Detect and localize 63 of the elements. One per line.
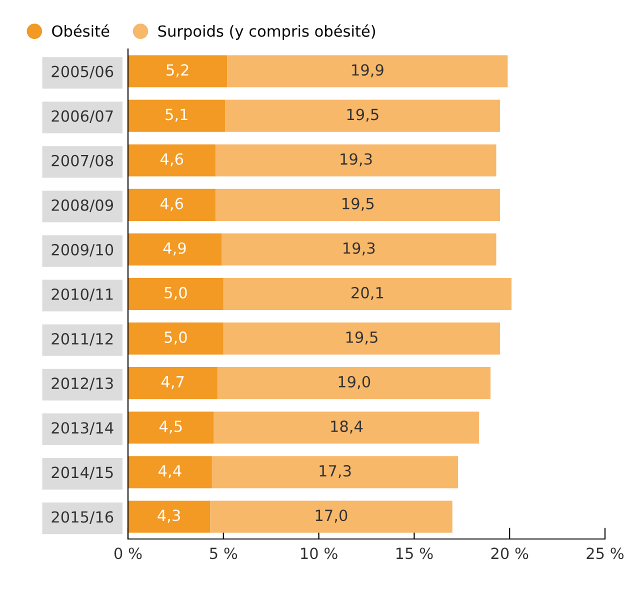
x-tick-label: 20 % [491, 548, 528, 560]
y-tick-label: 2012/13 [52, 378, 113, 390]
bar [223, 278, 512, 310]
y-tick-label: 2009/10 [52, 244, 114, 257]
bar [210, 500, 452, 533]
bar [128, 367, 218, 400]
bar [214, 412, 480, 444]
data-label: 4,5 [160, 420, 182, 434]
data-label: 5,0 [164, 331, 187, 345]
total-label: 19,5 [346, 331, 378, 345]
bar [128, 456, 212, 488]
x-tick-label: 25 % [586, 548, 624, 560]
total-label: 17,3 [320, 465, 351, 478]
bar [128, 100, 226, 132]
x-tick-label: 0 % [114, 548, 142, 560]
total-label: 19,3 [340, 153, 372, 166]
bar [216, 188, 500, 221]
bar [227, 55, 508, 88]
bar [128, 278, 224, 310]
total-label: 19,3 [344, 242, 375, 256]
y-tick-label: 2010/11 [52, 288, 113, 302]
y-tick-label: 2011/12 [52, 333, 113, 346]
legend-label: Obésité [52, 24, 110, 37]
data-label: 4,6 [160, 198, 184, 211]
total-label: 17,0 [316, 510, 348, 523]
bar [128, 144, 216, 176]
total-label: 19,5 [342, 198, 374, 211]
bar [128, 412, 214, 444]
data-label: 5,0 [164, 286, 187, 300]
legend-label: Surpoids (y compris obésité) [158, 24, 376, 40]
bar [212, 456, 458, 488]
total-label: 20,1 [352, 286, 384, 300]
x-tick-label: 5 % [210, 548, 238, 560]
y-tick-label: 2013/14 [52, 422, 114, 435]
bar [128, 322, 224, 355]
y-tick-label: 2015/16 [52, 511, 114, 524]
data-label: 4,7 [161, 376, 184, 390]
bar [221, 233, 496, 266]
y-tick-label: 2006/07 [52, 110, 113, 124]
bar [128, 233, 222, 266]
y-tick-label: 2005/06 [52, 66, 114, 78]
total-label: 19,9 [352, 64, 384, 78]
data-label: 4,6 [160, 153, 184, 166]
y-tick-label: 2014/15 [52, 466, 113, 480]
total-label: 19,5 [347, 108, 378, 122]
x-tick-label: 10 % [301, 548, 338, 560]
data-label: 5,1 [166, 108, 188, 122]
x-tick-label: 15 % [396, 548, 433, 560]
y-tick-label: 2008/09 [52, 199, 114, 212]
data-label: 4,9 [163, 242, 186, 256]
data-label: 4,4 [158, 465, 182, 478]
data-label: 4,3 [158, 510, 180, 523]
total-label: 18,4 [331, 420, 363, 434]
bar [225, 100, 500, 132]
bar [223, 322, 500, 355]
bar [128, 500, 210, 533]
y-tick-label: 2007/08 [52, 154, 114, 168]
bar [128, 188, 216, 221]
bar [218, 367, 491, 400]
bar [216, 144, 496, 176]
total-label: 19,0 [338, 376, 370, 390]
data-label: 5,2 [166, 64, 188, 78]
bar [128, 55, 228, 88]
